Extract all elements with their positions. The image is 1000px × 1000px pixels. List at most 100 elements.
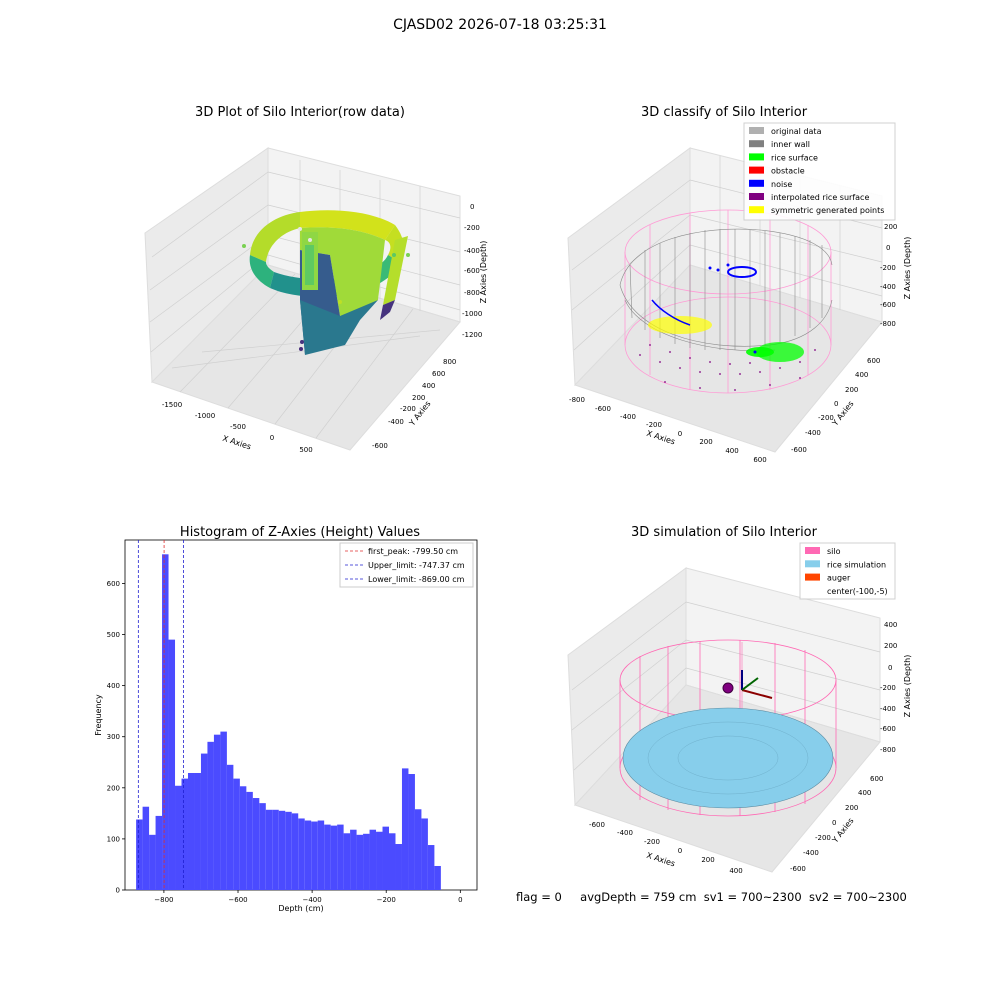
tick-label: 0 <box>888 664 892 672</box>
histogram-x-ticks: −800 −600 −400 −200 0 <box>154 890 463 904</box>
histogram-bar <box>200 753 208 890</box>
y-tick-label: 300 <box>107 733 120 741</box>
tick-label: 600 <box>753 456 766 464</box>
x-tick-label: 0 <box>458 896 462 904</box>
histogram-bar <box>155 815 163 890</box>
histogram-bar <box>395 844 402 890</box>
tick-label: -1000 <box>462 310 482 318</box>
tick-label: -400 <box>464 247 480 255</box>
classify-x-ticks: -800 -600 -400 -200 0 200 400 600 <box>569 396 767 464</box>
classify-rice-surface <box>746 342 804 362</box>
histogram-bar <box>350 829 357 890</box>
status-line: flag = 0 avgDepth = 759 cm sv1 = 700~230… <box>516 890 907 904</box>
histogram-bar <box>330 825 338 890</box>
classify-interpolated <box>639 344 816 391</box>
tick-label: -800 <box>880 320 896 328</box>
tick-label: -200 <box>464 224 480 232</box>
y-tick-label: 0 <box>116 887 120 895</box>
histogram-bar <box>149 834 156 890</box>
avg-depth-status: avgDepth = 759 cm <box>580 890 697 904</box>
simulation-auger <box>722 670 773 699</box>
y-tick-label: 600 <box>107 580 120 588</box>
tick-label: -600 <box>790 865 806 873</box>
histogram-bar <box>181 778 188 890</box>
tick-label: -400 <box>620 413 636 421</box>
tick-label: -200 <box>880 264 896 272</box>
tick-label: -200 <box>818 414 834 422</box>
histogram-y-ticks: 0 100 200 300 400 500 600 <box>107 580 125 895</box>
legend-swatch <box>805 547 820 554</box>
legend-label: Lower_limit: -869.00 cm <box>368 575 465 584</box>
legend-label: Upper_limit: -747.37 cm <box>368 561 465 570</box>
tick-label: 200 <box>699 438 712 446</box>
histogram-bar <box>376 831 383 890</box>
legend-label: original data <box>771 127 822 136</box>
histogram-reference-lines <box>137 540 184 890</box>
tick-label: -600 <box>589 821 605 829</box>
histogram-bar <box>207 741 214 890</box>
panel-histogram: Histogram of Z-Axies (Height) Values −80… <box>94 525 478 913</box>
legend-label: rice surface <box>771 153 818 162</box>
histogram-bar <box>337 824 344 890</box>
tick-label: -1500 <box>162 401 182 409</box>
histogram-bar <box>285 811 292 890</box>
histogram-bars <box>136 554 441 890</box>
tick-label: -200 <box>815 834 831 842</box>
classify-z-ticks: 200 0 -200 -400 -600 -800 <box>880 223 897 328</box>
tick-label: -400 <box>880 283 896 291</box>
classify-3d-axes-box <box>567 147 883 453</box>
simulation-y-ticks: -600 -400 -200 0 200 400 600 <box>790 775 883 873</box>
tick-label: 200 <box>701 856 714 864</box>
y-tick-label: 200 <box>107 784 120 792</box>
histogram-bar <box>311 821 318 890</box>
histogram-bar <box>194 772 201 890</box>
tick-label: 200 <box>884 223 897 231</box>
histogram-title: Histogram of Z-Axies (Height) Values <box>180 525 420 540</box>
histogram-bar <box>298 818 305 890</box>
histogram-bar <box>187 772 195 890</box>
x-tick-label: −600 <box>228 896 247 904</box>
flag-status: flag = 0 <box>516 890 562 904</box>
tick-label: -200 <box>880 684 896 692</box>
histogram-bar <box>421 818 428 890</box>
tick-label: 200 <box>412 394 425 402</box>
histogram-bar <box>382 826 389 890</box>
raw-silo-surface <box>249 210 408 355</box>
legend-swatch <box>749 166 764 174</box>
histogram-legend: first_peak: -799.50 cm Upper_limit: -747.… <box>339 542 474 588</box>
histogram-bar <box>427 845 435 890</box>
histogram-bar <box>168 639 176 890</box>
classify-z-label: Z Axies (Depth) <box>903 237 912 300</box>
tick-label: 0 <box>470 203 474 211</box>
histogram-bar <box>259 803 266 890</box>
simulation-z-ticks: 400 200 0 -200 -400 -600 -800 <box>880 621 897 754</box>
histogram-bar <box>343 833 351 890</box>
histogram-bar <box>142 806 150 890</box>
legend-label: interpolated rice surface <box>771 193 869 202</box>
tick-label: 0 <box>678 430 682 438</box>
histogram-bar <box>304 820 312 890</box>
simulation-title: 3D simulation of Silo Interior <box>631 525 818 540</box>
legend-swatch <box>749 193 764 200</box>
histogram-bar <box>252 798 260 890</box>
histogram-bar <box>162 554 169 890</box>
tick-label: -600 <box>880 725 896 733</box>
legend-swatch <box>805 573 820 581</box>
simulation-legend: silo rice simulation auger center(-100,-5) <box>799 542 896 600</box>
legend-label: noise <box>771 180 792 189</box>
raw-z-label: Z Axies (Depth) <box>479 241 488 304</box>
histogram-bar <box>434 865 441 890</box>
tick-label: 600 <box>867 357 880 365</box>
tick-label: 400 <box>725 447 738 455</box>
raw-y-label: Y Axies <box>407 399 433 428</box>
histogram-bar <box>291 813 299 890</box>
legend-swatch <box>749 206 764 214</box>
legend-label: center(-100,-5) <box>827 587 888 596</box>
tick-label: 0 <box>886 244 890 252</box>
tick-label: 400 <box>884 621 897 629</box>
simulation-rice-surface <box>622 707 834 809</box>
panel-simulation-3d: 3D simulation of Silo Interior <box>567 525 912 875</box>
classify-noise <box>651 263 757 354</box>
simulation-x-label: X Axies <box>645 851 676 869</box>
classify-y-ticks: -600 -400 -200 0 200 400 600 <box>791 357 880 454</box>
